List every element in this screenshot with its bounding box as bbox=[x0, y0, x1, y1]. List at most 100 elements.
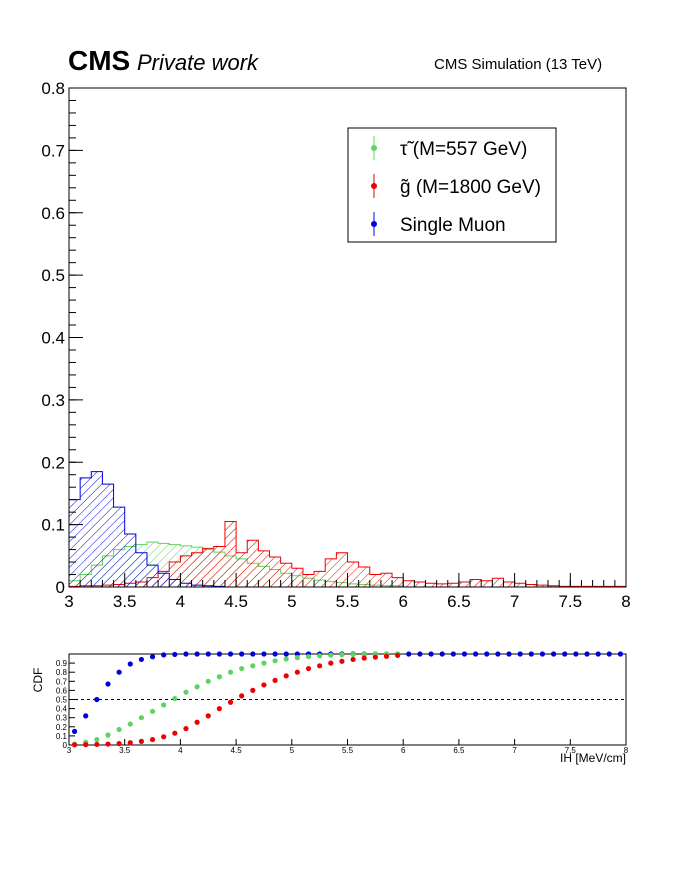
legend-marker-gluino bbox=[371, 183, 377, 189]
cdf-point-muon-37 bbox=[484, 651, 490, 657]
bar-gluino-38 bbox=[492, 578, 504, 587]
histogram-series-muon bbox=[68, 471, 226, 587]
cdf-x-tick-label-9: 7.5 bbox=[565, 746, 577, 755]
bar-muon-12 bbox=[202, 585, 214, 587]
bar-gluino-41 bbox=[525, 584, 537, 587]
legend-label-gluino: g̃ (M=1800 GeV) bbox=[400, 177, 541, 198]
cdf-y-tick-label-7: 0.7 bbox=[56, 677, 68, 686]
bar-stau-7 bbox=[146, 542, 159, 587]
legend-entry-muon: Single Muon bbox=[371, 212, 506, 236]
bar-gluino-26 bbox=[358, 567, 370, 587]
histogram-series-group bbox=[68, 471, 626, 587]
cdf-point-gluino-14 bbox=[227, 699, 234, 705]
cdf-point-stau-6 bbox=[138, 715, 145, 721]
bar-gluino-21 bbox=[302, 574, 315, 587]
cdf-point-gluino-9 bbox=[172, 730, 178, 736]
x-tick-label-9: 7.5 bbox=[558, 592, 582, 611]
cdf-point-muon-43 bbox=[550, 651, 557, 657]
bar-gluino-30 bbox=[403, 580, 415, 587]
bar-muon-1 bbox=[80, 477, 92, 587]
bar-gluino-18 bbox=[269, 557, 281, 587]
bar-gluino-43 bbox=[548, 585, 560, 587]
cdf-point-stau-11 bbox=[194, 684, 200, 690]
x-tick-label-1: 3.5 bbox=[113, 592, 137, 611]
legend: τ̃ (M=557 GeV) g̃ (M=1800 GeV) Single Mu… bbox=[347, 127, 557, 243]
cdf-point-muon-13 bbox=[216, 651, 222, 657]
bar-gluino-34 bbox=[447, 583, 459, 587]
cdf-y-tick-label-8: 0.8 bbox=[56, 668, 68, 677]
cdf-point-gluino-22 bbox=[317, 663, 323, 669]
cdf-point-muon-8 bbox=[161, 652, 167, 658]
cdf-point-muon-19 bbox=[283, 651, 289, 657]
cdf-point-muon-1 bbox=[83, 713, 89, 719]
bar-gluino-19 bbox=[280, 563, 292, 587]
y-tick-label-2: 0.2 bbox=[41, 453, 65, 472]
bar-gluino-22 bbox=[314, 571, 326, 587]
cdf-x-tick-label-4: 5 bbox=[290, 746, 295, 755]
cdf-point-gluino-21 bbox=[305, 665, 312, 672]
legend-label-stau: τ̃ (M=557 GeV) bbox=[400, 139, 527, 160]
x-tick-label-0: 3 bbox=[64, 592, 73, 611]
legend-marker-stau bbox=[371, 145, 377, 151]
bar-gluino-11 bbox=[191, 552, 203, 587]
cdf-point-muon-3 bbox=[105, 681, 111, 687]
bar-gluino-23 bbox=[325, 558, 337, 587]
bar-gluino-40 bbox=[514, 583, 526, 587]
cdf-point-muon-41 bbox=[528, 651, 534, 657]
cdf-point-muon-38 bbox=[495, 651, 501, 657]
cdf-point-gluino-6 bbox=[138, 738, 145, 744]
cdf-point-muon-33 bbox=[439, 651, 445, 657]
cdf-point-stau-17 bbox=[261, 660, 267, 666]
cdf-point-gluino-29 bbox=[395, 652, 401, 658]
bar-muon-3 bbox=[102, 484, 114, 587]
private-work-label: Private work bbox=[137, 50, 259, 75]
y-tick-label-8: 0.8 bbox=[41, 79, 65, 98]
x-tick-label-4: 5 bbox=[287, 592, 296, 611]
cdf-point-gluino-12 bbox=[205, 713, 211, 719]
bar-gluino-27 bbox=[369, 574, 381, 587]
cdf-point-gluino-26 bbox=[361, 655, 367, 661]
bar-gluino-13 bbox=[213, 546, 225, 587]
cdf-point-muon-49 bbox=[617, 651, 624, 657]
legend-marker-muon bbox=[371, 221, 377, 227]
cdf-point-gluino-2 bbox=[94, 741, 100, 748]
cdf-x-tick-label-6: 6 bbox=[401, 746, 406, 755]
cdf-point-muon-16 bbox=[250, 651, 256, 657]
cdf-point-muon-17 bbox=[261, 651, 267, 657]
bar-gluino-16 bbox=[247, 540, 259, 587]
cdf-point-stau-12 bbox=[205, 678, 211, 684]
legend-label-muon: Single Muon bbox=[400, 215, 506, 236]
y-tick-label-0: 0 bbox=[56, 578, 65, 597]
y-tick-label-6: 0.6 bbox=[41, 204, 65, 223]
legend-entry-stau: τ̃ (M=557 GeV) bbox=[371, 136, 527, 160]
cdf-point-stau-25 bbox=[350, 651, 356, 657]
bar-gluino-17 bbox=[258, 550, 270, 587]
cdf-x-tick-label-3: 4.5 bbox=[231, 746, 243, 755]
cdf-point-muon-36 bbox=[473, 651, 479, 657]
cdf-y-axis-title: CDF bbox=[31, 668, 45, 693]
cdf-x-tick-label-7: 6.5 bbox=[453, 746, 465, 755]
cdf-point-muon-39 bbox=[506, 651, 512, 657]
cdf-y-tick-label-2: 0.2 bbox=[56, 723, 68, 732]
cdf-y-tick-label-9: 0.9 bbox=[56, 659, 68, 668]
cdf-point-muon-2 bbox=[94, 696, 100, 703]
cdf-point-stau-4 bbox=[116, 726, 122, 733]
bar-gluino-14 bbox=[224, 521, 237, 587]
cdf-y-tick-label-1: 0.1 bbox=[56, 732, 68, 741]
cdf-y-tick-label-6: 0.6 bbox=[56, 686, 68, 695]
bar-muon-10 bbox=[180, 583, 192, 587]
legend-entry-gluino: g̃ (M=1800 GeV) bbox=[371, 174, 541, 198]
x-tick-label-8: 7 bbox=[510, 592, 519, 611]
cdf-panel: 3 3.5 4 4.5 5 5.5 6 6.5 7 7.5 8 00.10.20.30.40.50.6… bbox=[31, 651, 629, 765]
cdf-point-stau-15 bbox=[239, 665, 245, 672]
bar-gluino-10 bbox=[180, 555, 192, 587]
bar-gluino-20 bbox=[291, 568, 303, 587]
bar-muon-7 bbox=[146, 565, 159, 587]
x-tick-label-10: 8 bbox=[621, 592, 630, 611]
x-tick-label-2: 4 bbox=[176, 592, 185, 611]
cdf-y-tick-label-5: 0.5 bbox=[56, 696, 68, 705]
cdf-point-muon-14 bbox=[227, 651, 234, 657]
cdf-point-gluino-8 bbox=[161, 734, 167, 740]
cdf-point-gluino-5 bbox=[127, 740, 133, 746]
cdf-y-tick-label-3: 0.3 bbox=[56, 714, 68, 723]
